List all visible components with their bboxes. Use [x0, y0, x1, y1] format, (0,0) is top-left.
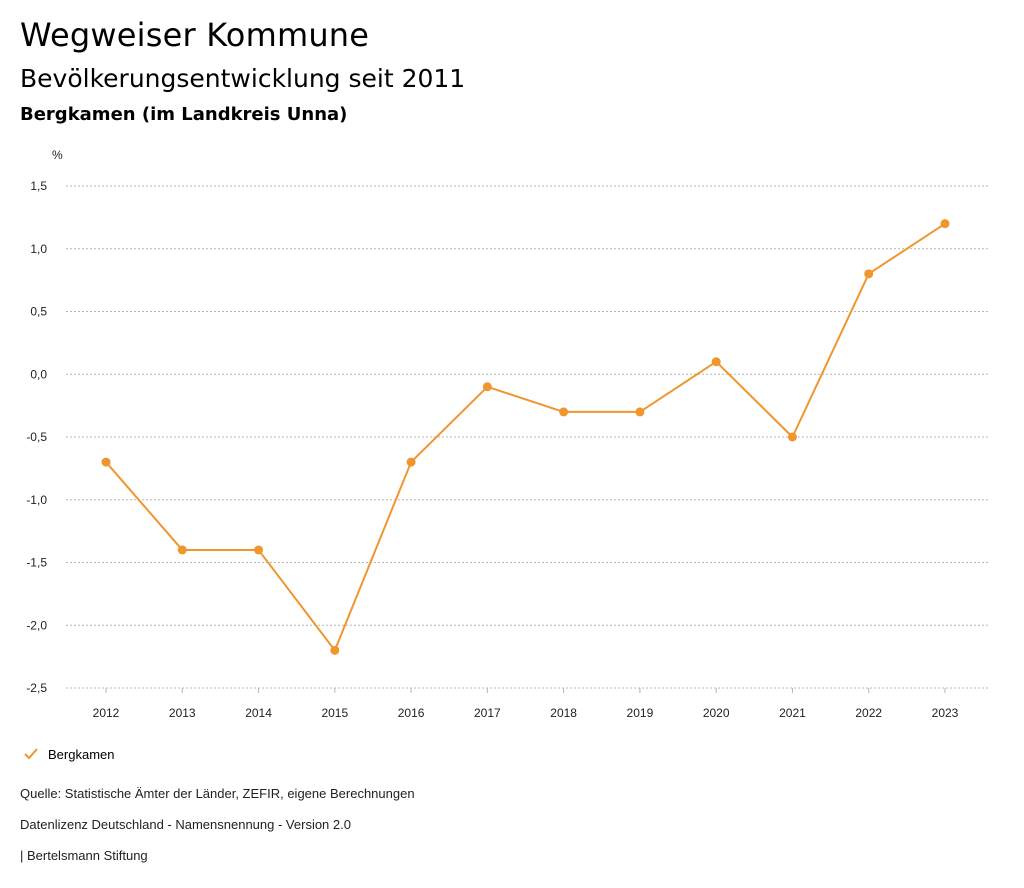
legend-label-bergkamen: Bergkamen — [48, 746, 115, 762]
y-tick-label: -0,5 — [26, 430, 47, 444]
data-point — [177, 545, 187, 555]
x-tick-label: 2019 — [627, 706, 654, 720]
data-point — [406, 457, 416, 467]
data-point — [787, 432, 797, 442]
chart-subtitle: Bevölkerungsentwicklung seit 2011 — [20, 64, 466, 93]
y-tick-label: 1,0 — [30, 242, 47, 256]
data-point — [101, 457, 111, 467]
x-tick-label: 2016 — [398, 706, 425, 720]
source-note: Quelle: Statistische Ämter der Länder, Z… — [20, 786, 415, 801]
x-tick-label: 2020 — [703, 706, 730, 720]
page-title: Wegweiser Kommune — [20, 16, 370, 54]
data-point — [864, 269, 874, 279]
y-tick-label: -2,5 — [26, 681, 47, 695]
data-point — [711, 357, 721, 367]
y-tick-label: -1,5 — [26, 556, 47, 570]
data-point — [482, 382, 492, 392]
legend[interactable]: Bergkamen — [22, 745, 114, 763]
y-tick-label: -1,0 — [26, 493, 47, 507]
line-chart: % 1,5 1,0 0,5 0,0 -0,5 -1,0 -1,5 -2,0 -2,5 2012 201… — [26, 148, 990, 720]
x-tick-label: 2014 — [245, 706, 272, 720]
y-tick-label: 0,0 — [30, 367, 47, 381]
series-line-bergkamen — [105, 222, 946, 652]
y-tick-label: -2,0 — [26, 618, 47, 632]
data-point — [559, 407, 569, 417]
data-point — [635, 407, 645, 417]
license-note: Datenlizenz Deutschland - Namensnennung … — [20, 817, 351, 832]
y-tick-label: 1,5 — [30, 179, 47, 193]
x-tick-label: 2021 — [779, 706, 806, 720]
x-tick-label: 2022 — [855, 706, 882, 720]
data-point — [940, 219, 950, 229]
x-tick-label: 2018 — [550, 706, 577, 720]
y-axis-unit: % — [52, 148, 63, 162]
x-tick-label: 2012 — [93, 706, 120, 720]
x-tick-label: 2013 — [169, 706, 196, 720]
y-tick-label: 0,5 — [30, 305, 47, 319]
data-point — [254, 545, 264, 555]
x-tick-label: 2017 — [474, 706, 501, 720]
x-tick-label: 2015 — [321, 706, 348, 720]
x-tick-label: 2023 — [932, 706, 959, 720]
region-label: Bergkamen (im Landkreis Unna) — [20, 104, 348, 125]
check-icon — [24, 748, 38, 760]
publisher-note: | Bertelsmann Stiftung — [20, 848, 148, 863]
data-point — [330, 645, 340, 655]
